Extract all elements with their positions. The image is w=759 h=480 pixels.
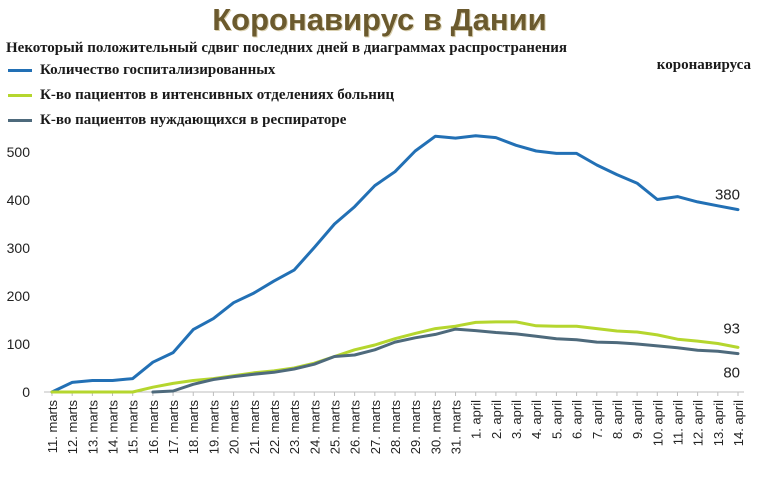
x-tick-label-14: 25. marts	[327, 400, 342, 455]
x-tick-label-1: 12. marts	[65, 400, 80, 455]
legend-swatch-ventilator	[8, 119, 32, 122]
chart-subtitle: Некоторый положительный сдвиг последних …	[6, 40, 751, 74]
x-tick-label-17: 28. marts	[388, 400, 403, 455]
x-tick-label-16: 27. marts	[368, 400, 383, 455]
x-tick-label-12: 23. marts	[287, 400, 302, 455]
y-tick-label-400: 400	[7, 192, 31, 208]
series-line-hospitalized	[50, 134, 740, 394]
series-line-ventilator	[151, 327, 740, 394]
chart-title: Коронавирус в Дании	[212, 2, 547, 37]
axes: 0 100 200 300 400 500 11. marts 12. marts 13. ma…	[7, 144, 746, 454]
x-tick-label-3: 14. marts	[106, 400, 121, 455]
x-tick-label-0: 11. marts	[45, 400, 60, 454]
x-tick-label-8: 19. marts	[206, 400, 221, 455]
x-tick-label-20: 31. marts	[449, 400, 464, 455]
legend-label-ventilator: К-во пациентов нуждающихся в респираторе	[40, 112, 347, 128]
x-tick-label-6: 17. marts	[166, 400, 181, 455]
series-line-icu	[50, 320, 740, 394]
x-tick-label-4: 15. marts	[126, 400, 141, 455]
x-tick-label-28: 8. april	[610, 400, 625, 439]
x-tick-label-15: 26. marts	[348, 400, 363, 455]
x-tick-label-21: 1. april	[469, 400, 484, 439]
x-tick-label-18: 29. marts	[408, 400, 423, 455]
x-tick-label-19: 30. marts	[428, 400, 443, 455]
y-tick-label-100: 100	[7, 336, 31, 352]
x-tick-label-27: 7. april	[590, 400, 605, 439]
x-tick-label-23: 3. april	[509, 400, 524, 439]
x-tick-label-34: 14. april	[731, 400, 746, 446]
series-layer	[50, 134, 740, 394]
x-tick-label-26: 6. april	[570, 400, 585, 439]
end-label-ventilator: 80	[723, 365, 740, 382]
y-tick-label-0: 0	[22, 384, 30, 400]
x-tick-label-10: 21. marts	[247, 400, 262, 455]
end-label-icu: 93	[723, 320, 740, 337]
y-tick-label-300: 300	[7, 240, 31, 256]
x-tick-label-7: 18. marts	[186, 400, 201, 455]
x-tick-label-5: 16. marts	[146, 400, 161, 455]
labels-layer: 380 93 80	[715, 187, 740, 382]
x-tick-label-13: 24. marts	[307, 400, 322, 455]
legend-label-icu: К-во пациентов в интенсивных отделениях …	[40, 87, 395, 103]
x-tick-label-22: 2. april	[489, 400, 504, 439]
y-tick-label-500: 500	[7, 144, 31, 160]
y-tick-label-200: 200	[7, 288, 31, 304]
chart-subtitle-end: коронавируса	[656, 57, 751, 73]
chart-subtitle-main: Некоторый положительный сдвиг последних …	[6, 40, 567, 56]
end-label-hospitalized: 380	[715, 187, 740, 204]
x-tick-label-2: 13. marts	[85, 400, 100, 455]
x-tick-label-9: 20. marts	[227, 400, 242, 455]
x-tick-label-32: 12. april	[691, 400, 706, 446]
legend-swatch-hospitalized	[8, 69, 32, 72]
x-tick-label-11: 22. marts	[267, 400, 282, 455]
x-tick-label-24: 4. april	[529, 400, 544, 439]
x-tick-label-33: 13. april	[711, 400, 726, 446]
legend-swatch-icu	[8, 94, 32, 97]
legend-label-hospitalized: Количество госпитализированных	[40, 62, 276, 78]
x-tick-label-29: 9. april	[630, 400, 645, 439]
x-tick-label-30: 10. april	[650, 400, 665, 446]
x-tick-label-31: 11. april	[670, 400, 685, 445]
x-tick-label-25: 5. april	[549, 400, 564, 439]
